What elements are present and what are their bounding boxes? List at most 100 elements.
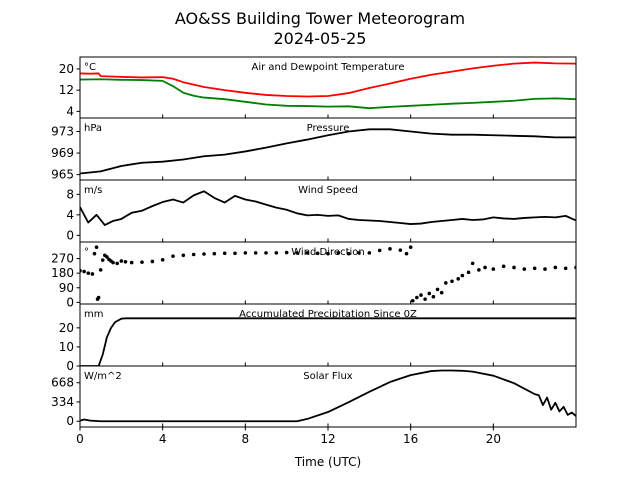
wind_dir-point	[94, 245, 99, 249]
wind_speed-series-line-0	[80, 190, 576, 226]
precip-ytick-label: 20	[59, 321, 74, 335]
wind_dir-point	[212, 251, 217, 256]
wind_dir-point	[398, 248, 403, 252]
wind_dir-point	[522, 267, 527, 271]
wind_dir-point	[477, 268, 481, 272]
wind_dir-point	[233, 251, 237, 256]
wind_dir-point	[123, 260, 128, 264]
x-axis-tick-label: 4	[159, 432, 167, 446]
wind_dir-point	[90, 272, 95, 276]
wind_dir-point	[105, 255, 109, 259]
panel-series-group	[80, 61, 576, 110]
wind_speed-panel-title: Wind Speed	[298, 185, 358, 196]
panel-series-group	[80, 245, 576, 303]
wind_dir-point	[315, 251, 320, 256]
wind_dir-panel-title: Wind Direction	[291, 247, 365, 258]
wind_dir-point	[305, 251, 310, 255]
pressure-ytick-label: 973	[51, 124, 74, 138]
wind_dir-point	[191, 252, 196, 257]
wind_dir-point	[563, 266, 568, 271]
wind_dir-point	[483, 265, 487, 270]
wind_dir-point	[92, 251, 97, 256]
x-axis-tick-label: 16	[403, 432, 418, 446]
wind_dir-point	[501, 264, 506, 269]
solar-ytick-label: 334	[51, 395, 74, 409]
figure-title: AO&SS Building Tower Meteorogram	[175, 9, 465, 28]
wind_dir-ytick-label: 180	[51, 266, 74, 280]
x-axis-tick-label: 20	[486, 432, 501, 446]
wind_dir-point	[460, 273, 465, 278]
precip-series-line-0	[80, 317, 576, 366]
precip-ytick-label: 10	[59, 340, 74, 354]
solar-ytick-label: 0	[66, 414, 74, 428]
pressure-series-line-0	[80, 128, 576, 175]
wind_dir-point	[512, 265, 516, 270]
wind_dir-point	[336, 251, 341, 255]
wind_dir-point	[140, 260, 144, 264]
wind_dir-point	[274, 251, 279, 255]
wind_speed-ytick-label: 8	[66, 187, 74, 201]
precip-panel-title: Accumulated Precipitation Since 0Z	[239, 309, 417, 320]
pressure-ytick-label: 969	[51, 146, 74, 160]
wind_dir-point	[423, 297, 427, 301]
wind_dir-point	[100, 258, 105, 262]
panel-series-group	[80, 317, 576, 366]
wind_dir-point	[111, 260, 115, 265]
wind_dir-point	[181, 253, 186, 258]
wind_dir-point	[377, 248, 382, 253]
panel-series-group	[80, 369, 576, 423]
precip-unit-label: mm	[84, 309, 103, 320]
wind_dir-point	[491, 267, 496, 271]
panel-temp: 4 12 20 °C Air and Dewpoint Temperature	[59, 56, 577, 119]
x-axis-tick-label: 0	[76, 432, 84, 446]
pressure-ytick-label: 965	[51, 168, 74, 182]
solar-series-line-0	[80, 369, 576, 423]
wind_speed-ytick-label: 4	[66, 208, 74, 222]
x-axis: 0 4 8 12 16 20	[76, 427, 501, 446]
wind_dir-point	[171, 254, 175, 258]
wind_dir-point	[532, 266, 537, 271]
x-axis-tick-label: 12	[320, 432, 335, 446]
wind_dir-point	[410, 298, 415, 303]
wind_dir-point	[435, 287, 440, 292]
wind_dir-point	[470, 261, 475, 266]
x-axis-tick-label: 8	[242, 432, 250, 446]
panel-series-group	[80, 190, 576, 226]
wind_dir-point	[115, 261, 119, 266]
wind_speed-ytick-label: 0	[66, 228, 74, 242]
solar-unit-label: W/m^2	[84, 371, 122, 382]
wind_dir-point	[202, 252, 206, 256]
solar-ytick-label: 668	[51, 376, 74, 390]
wind_dir-point	[553, 265, 558, 270]
pressure-panel-title: Pressure	[307, 123, 350, 134]
wind_dir-point	[119, 259, 124, 263]
wind_dir-unit-label: °	[84, 247, 89, 258]
temp-panel-title: Air and Dewpoint Temperature	[252, 62, 405, 73]
wind_dir-point	[408, 245, 413, 249]
wind_dir-point	[419, 293, 423, 297]
wind_dir-point	[431, 294, 436, 299]
wind_dir-point	[388, 247, 392, 251]
temp-ytick-label: 20	[59, 62, 74, 76]
wind_dir-point	[129, 260, 134, 265]
wind_dir-point	[543, 267, 547, 271]
wind_dir-point	[222, 251, 227, 256]
wind_dir-point	[86, 271, 91, 275]
wind_dir-point	[466, 270, 471, 275]
wind_dir-point	[346, 251, 351, 256]
wind_dir-point	[264, 251, 268, 255]
wind_dir-point	[450, 279, 454, 284]
pressure-unit-label: hPa	[84, 123, 102, 134]
wind_dir-point	[96, 295, 101, 300]
panel-series-group	[80, 128, 576, 175]
wind_dir-point	[439, 290, 444, 295]
wind_dir-ytick-label: 90	[59, 281, 74, 295]
temp-unit-label: °C	[84, 62, 96, 73]
wind_speed-unit-label: m/s	[84, 185, 102, 196]
wind_dir-point	[326, 251, 330, 256]
wind_dir-point	[150, 259, 155, 264]
temp-ytick-label: 4	[66, 104, 74, 118]
wind_dir-point	[357, 251, 361, 255]
wind_dir-ytick-label: 270	[51, 252, 74, 266]
